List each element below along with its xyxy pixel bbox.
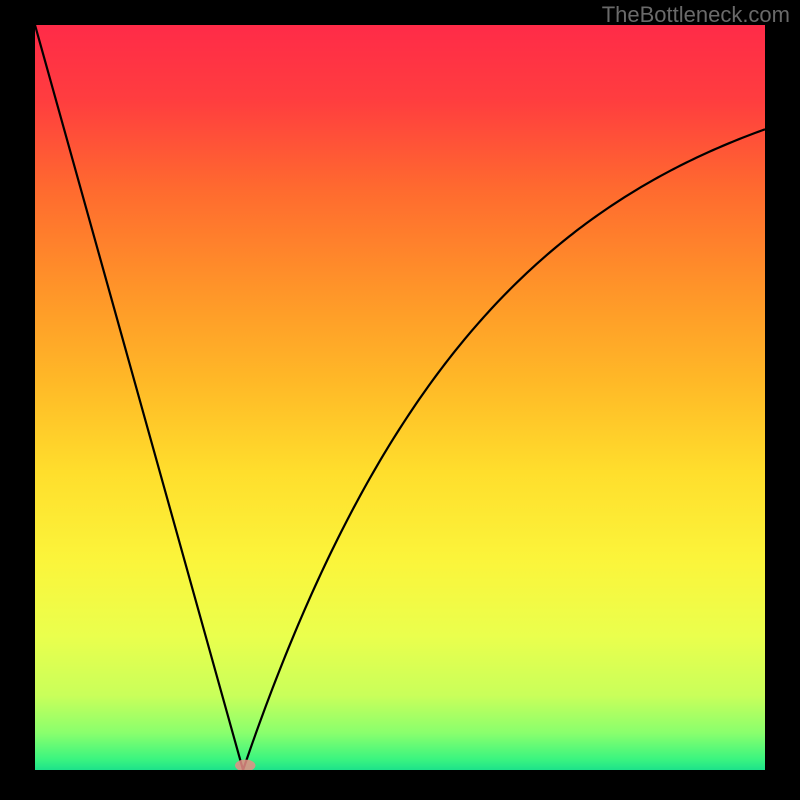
gradient-background [35, 25, 765, 770]
optimum-marker [235, 760, 255, 772]
watermark-text: TheBottleneck.com [602, 2, 790, 28]
bottleneck-chart [0, 0, 800, 800]
chart-container: { "watermark": "TheBottleneck.com", "cha… [0, 0, 800, 800]
